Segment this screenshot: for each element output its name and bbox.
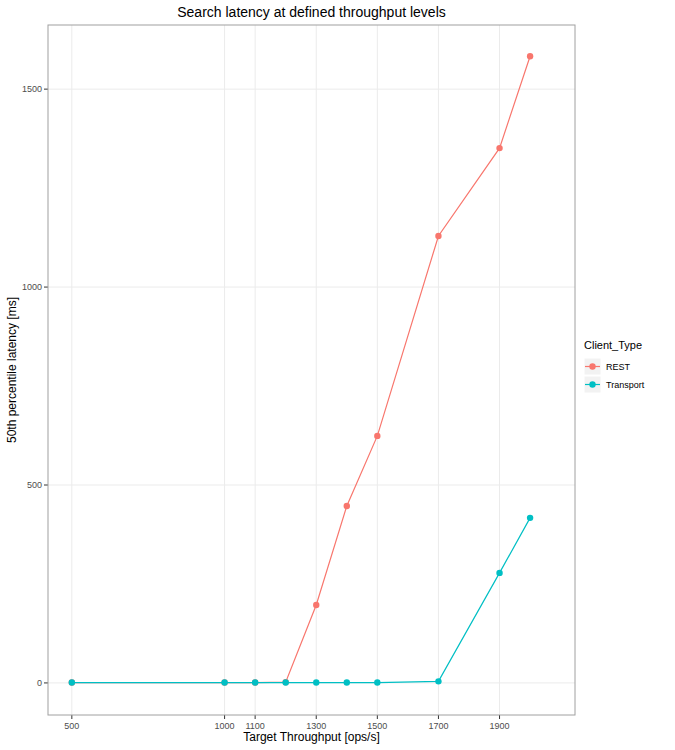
chart-title: Search latency at defined throughput lev… <box>177 4 446 20</box>
y-tick-label: 1500 <box>22 84 42 94</box>
y-tick <box>44 682 48 683</box>
series-point <box>69 679 75 685</box>
x-grid-line <box>377 25 378 715</box>
series-point <box>221 679 227 685</box>
plot-panel <box>48 25 575 715</box>
series-point <box>527 53 533 59</box>
x-tick <box>255 715 256 719</box>
series-point <box>344 503 350 509</box>
series-point <box>282 679 288 685</box>
x-tick-label: 1900 <box>490 721 510 731</box>
x-tick-label: 1700 <box>428 721 448 731</box>
x-tick <box>224 715 225 719</box>
series-point <box>496 570 502 576</box>
y-tick <box>44 287 48 288</box>
series-point <box>252 679 258 685</box>
series-point <box>313 679 319 685</box>
series-point <box>344 679 350 685</box>
series-point <box>374 679 380 685</box>
x-tick-label: 1000 <box>215 721 235 731</box>
series-point <box>313 602 319 608</box>
series-point <box>69 679 75 685</box>
x-grid-line <box>71 25 72 715</box>
x-tick <box>71 715 72 719</box>
x-tick <box>499 715 500 719</box>
legend-marker <box>589 381 595 387</box>
y-tick-label: 1000 <box>22 282 42 292</box>
y-tick <box>44 89 48 90</box>
y-tick <box>44 485 48 486</box>
x-tick <box>377 715 378 719</box>
series-point <box>282 679 288 685</box>
x-tick <box>316 715 317 719</box>
legend-title: Client_Type <box>584 339 642 351</box>
x-grid-line <box>255 25 256 715</box>
x-axis-label: Target Throughput [ops/s] <box>243 730 380 744</box>
y-grid-line <box>48 287 575 288</box>
x-tick-label: 500 <box>64 721 79 731</box>
data-layer <box>69 53 534 686</box>
series-point <box>527 515 533 521</box>
x-grid-line <box>438 25 439 715</box>
series-point <box>435 678 441 684</box>
y-grid-line <box>48 89 575 90</box>
y-axis-label: 50th percentile latency [ms] <box>5 297 19 443</box>
series-line <box>72 518 530 683</box>
x-grid-line <box>224 25 225 715</box>
legend-label: Transport <box>606 380 645 390</box>
plot-frame <box>48 25 575 715</box>
y-tick-label: 500 <box>27 480 42 490</box>
series-point <box>496 145 502 151</box>
legend-key <box>584 376 601 393</box>
y-grid-line <box>48 485 575 486</box>
series-point <box>374 433 380 439</box>
series-point <box>252 679 258 685</box>
series-point <box>221 679 227 685</box>
series-point <box>435 233 441 239</box>
chart-svg: 050010001500500100011001300150017001900S… <box>0 0 675 750</box>
series-line <box>72 56 530 682</box>
x-grid-line <box>316 25 317 715</box>
x-tick <box>438 715 439 719</box>
legend-marker <box>589 363 595 369</box>
legend-label: REST <box>606 362 631 372</box>
background <box>0 0 675 750</box>
legend-key <box>584 358 601 375</box>
y-tick-label: 0 <box>37 678 42 688</box>
x-grid-line <box>499 25 500 715</box>
